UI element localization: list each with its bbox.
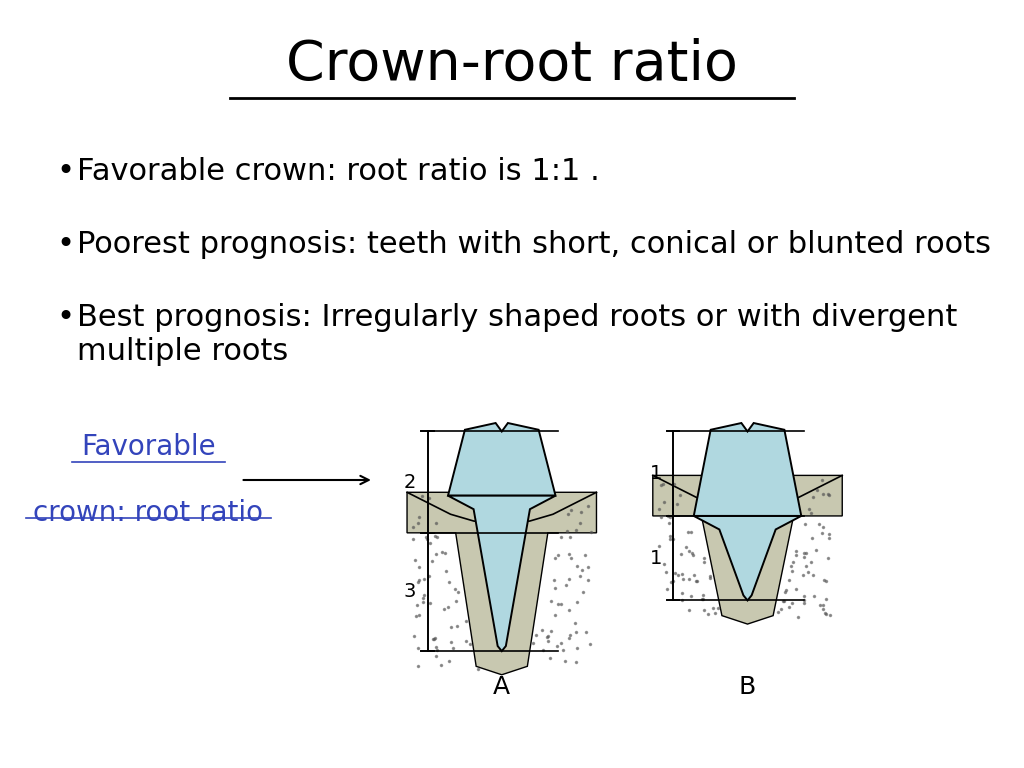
- Text: 1: 1: [649, 548, 663, 568]
- Text: 2: 2: [403, 472, 416, 492]
- Polygon shape: [694, 423, 801, 516]
- Text: Best prognosis: Irregularly shaped roots or with divergent
multiple roots: Best prognosis: Irregularly shaped roots…: [77, 303, 957, 366]
- Text: Poorest prognosis: teeth with short, conical or blunted roots: Poorest prognosis: teeth with short, con…: [77, 230, 991, 260]
- Text: 3: 3: [403, 582, 416, 601]
- Polygon shape: [407, 492, 596, 675]
- Text: •: •: [56, 303, 75, 333]
- Text: crown: root ratio: crown: root ratio: [34, 499, 263, 527]
- Text: Crown-root ratio: Crown-root ratio: [286, 38, 738, 92]
- Polygon shape: [449, 495, 555, 651]
- Text: Favorable: Favorable: [81, 433, 216, 461]
- Text: Favorable crown: root ratio is 1:1 .: Favorable crown: root ratio is 1:1 .: [77, 157, 599, 187]
- Polygon shape: [449, 423, 555, 495]
- Polygon shape: [653, 475, 842, 624]
- Text: •: •: [56, 157, 75, 187]
- Text: A: A: [494, 674, 510, 699]
- Polygon shape: [694, 516, 801, 601]
- Text: B: B: [739, 674, 756, 699]
- Text: •: •: [56, 230, 75, 260]
- Text: 1: 1: [649, 464, 663, 483]
